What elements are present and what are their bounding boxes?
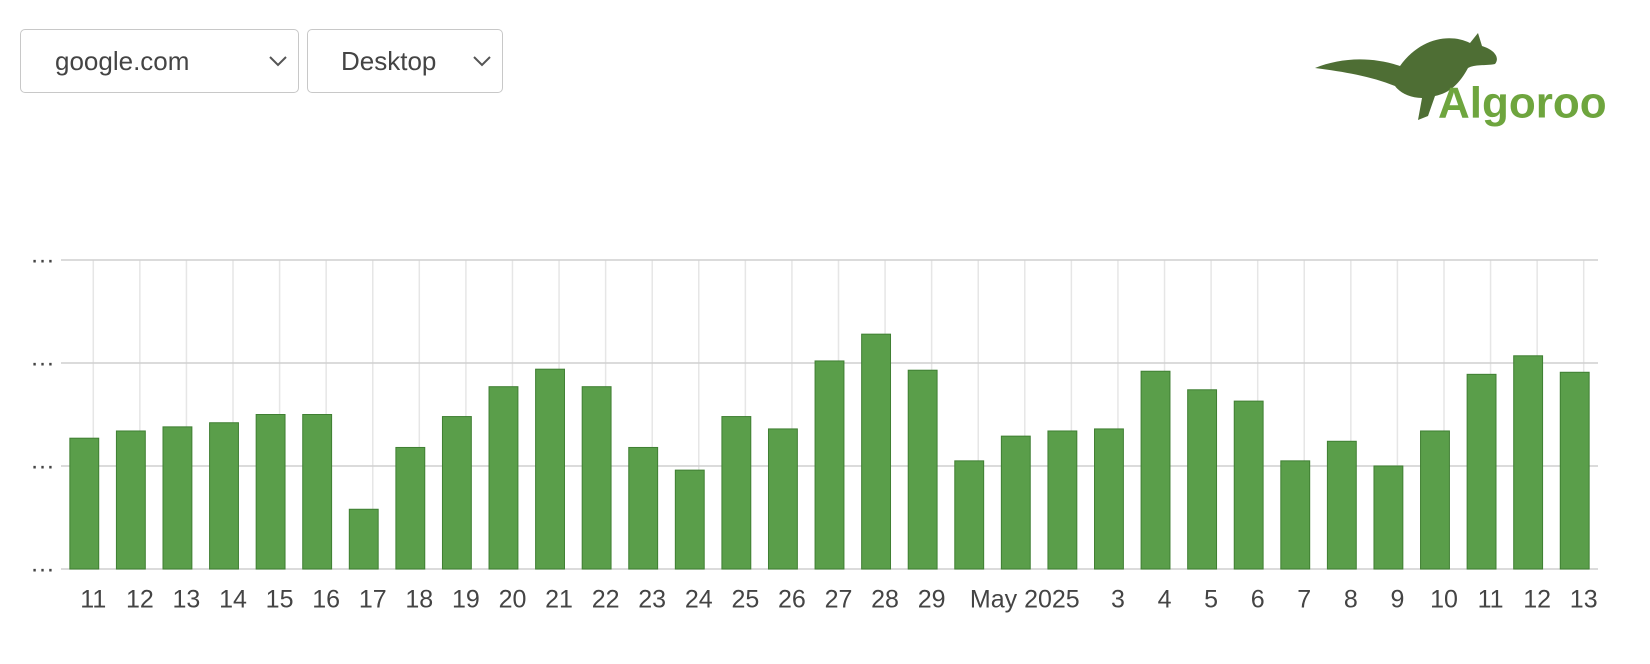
bar bbox=[1280, 460, 1311, 570]
x-tick-label: 6 bbox=[1251, 586, 1265, 614]
bar bbox=[348, 508, 379, 570]
bar bbox=[674, 469, 705, 570]
bar bbox=[1420, 430, 1450, 570]
bar bbox=[954, 460, 985, 570]
x-tick-label: 12 bbox=[126, 586, 154, 614]
bar bbox=[721, 416, 752, 570]
bar bbox=[1559, 371, 1590, 570]
x-tick-label: 24 bbox=[685, 586, 713, 614]
device-select[interactable]: Desktop bbox=[307, 29, 503, 93]
y-tick-label: … bbox=[30, 550, 55, 578]
x-tick-label: 19 bbox=[452, 586, 480, 614]
bar bbox=[115, 430, 146, 570]
x-tick-label: 17 bbox=[359, 586, 387, 614]
bar bbox=[488, 386, 519, 570]
bar bbox=[861, 333, 892, 570]
x-tick-label: 11 bbox=[80, 586, 106, 614]
x-tick-label: 22 bbox=[592, 586, 620, 614]
x-tick-label: 13 bbox=[1570, 586, 1598, 614]
bar bbox=[255, 414, 286, 570]
bar bbox=[1000, 435, 1031, 570]
bar bbox=[628, 446, 659, 570]
bar bbox=[581, 386, 612, 570]
y-tick-label: … bbox=[30, 344, 55, 372]
bar bbox=[1513, 355, 1544, 570]
bar bbox=[395, 446, 426, 570]
bar bbox=[1187, 389, 1218, 570]
bar bbox=[814, 360, 845, 570]
bar bbox=[1466, 373, 1497, 570]
x-tick-label: 12 bbox=[1523, 586, 1551, 614]
x-tick-label: May 2025 bbox=[970, 586, 1080, 614]
x-tick-label: 14 bbox=[219, 586, 247, 614]
bar bbox=[69, 437, 100, 570]
bar bbox=[1140, 370, 1171, 570]
y-tick-label: … bbox=[30, 241, 55, 269]
x-tick-label: 9 bbox=[1390, 586, 1404, 614]
x-tick-label: 27 bbox=[825, 586, 853, 614]
bar bbox=[162, 426, 193, 570]
x-tick-label: 21 bbox=[545, 586, 573, 614]
chevron bbox=[473, 56, 491, 67]
x-tick-label: 20 bbox=[499, 586, 527, 614]
x-tick-label: 13 bbox=[173, 586, 201, 614]
x-tick-label: 29 bbox=[918, 586, 946, 614]
bar bbox=[1233, 400, 1264, 570]
logo-kangaroo bbox=[1315, 33, 1497, 120]
x-tick-label: 15 bbox=[266, 586, 294, 614]
bar bbox=[767, 428, 798, 570]
bar bbox=[1094, 428, 1124, 570]
x-tick-label: 25 bbox=[731, 586, 759, 614]
bar bbox=[535, 368, 565, 570]
y-tick-label: … bbox=[30, 447, 55, 475]
bar bbox=[1326, 440, 1357, 570]
bar bbox=[1047, 430, 1078, 570]
bar bbox=[1373, 465, 1404, 570]
device-select-label: Desktop bbox=[341, 45, 437, 76]
bar bbox=[302, 414, 333, 570]
bar bbox=[209, 422, 239, 570]
x-tick-label: 16 bbox=[312, 586, 340, 614]
logo: Algoroo bbox=[1315, 33, 1607, 128]
x-tick-label: 18 bbox=[405, 586, 433, 614]
site-select-label: google.com bbox=[55, 45, 190, 76]
x-tick-label: 4 bbox=[1158, 586, 1172, 614]
x-tick-label: 8 bbox=[1344, 586, 1358, 614]
x-tick-label: 11 bbox=[1478, 586, 1504, 614]
logo-text: Algoroo bbox=[1438, 79, 1607, 128]
x-tick-label: 23 bbox=[638, 586, 666, 614]
x-tick-label: 28 bbox=[871, 586, 899, 614]
x-tick-label: 3 bbox=[1111, 586, 1125, 614]
bar bbox=[441, 416, 472, 570]
chevron bbox=[269, 56, 287, 67]
x-tick-label: 7 bbox=[1297, 586, 1311, 614]
x-tick-label: 26 bbox=[778, 586, 806, 614]
bar bbox=[907, 369, 938, 570]
x-tick-label: 10 bbox=[1430, 586, 1458, 614]
x-tick-label: 5 bbox=[1204, 586, 1218, 614]
site-select[interactable]: google.com bbox=[20, 29, 299, 93]
